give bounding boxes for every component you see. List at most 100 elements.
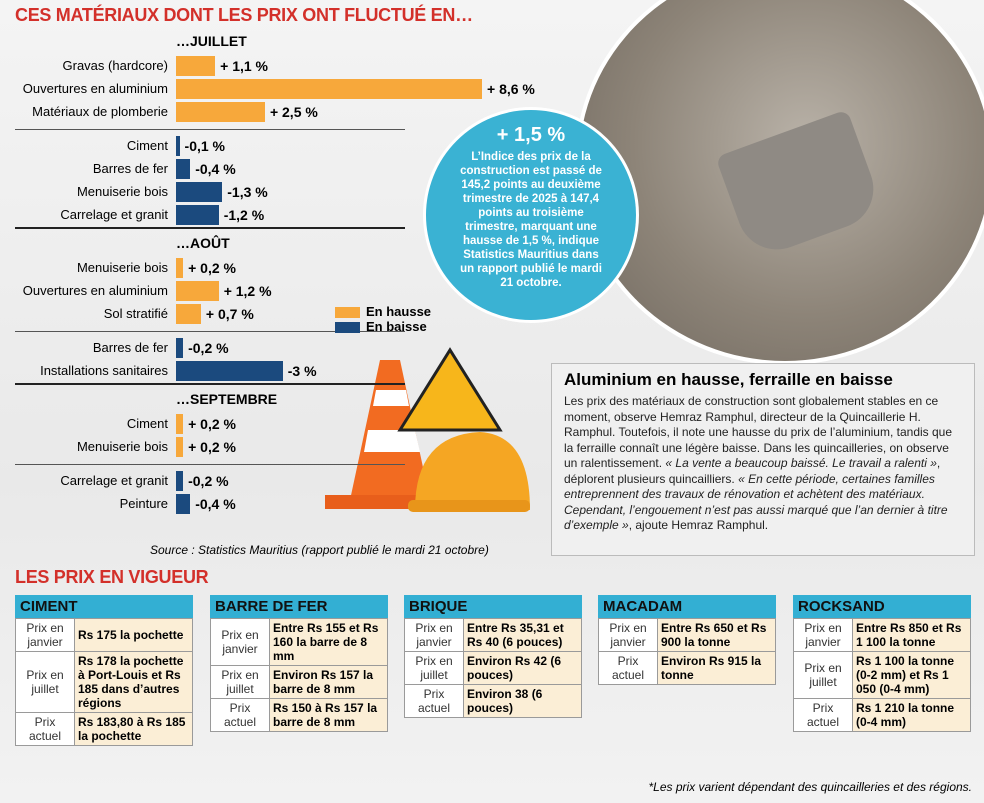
row-label: Prix actuel: [598, 651, 658, 685]
bubble-text: L’Indice des prix de la construction est…: [460, 151, 602, 289]
bar: [176, 304, 201, 324]
row-value: Environ Rs 157 la barre de 8 mm: [269, 665, 388, 699]
separator: [15, 129, 405, 130]
category-label: Ouvertures en aluminium: [22, 81, 168, 96]
category-label: Sol stratifié: [103, 306, 168, 321]
info-bubble: + 1,5 % L’Indice des prix de la construc…: [423, 107, 639, 323]
row-value: Environ Rs 915 la tonne: [657, 651, 776, 685]
price-table: CIMENT Prix en janvier Rs 175 la pochette P…: [15, 595, 193, 746]
bar: [176, 281, 219, 301]
value-label: + 0,7 %: [205, 306, 254, 322]
row-label: Prix actuel: [15, 712, 75, 746]
category-label: Ciment: [126, 138, 168, 153]
category-label: Peinture: [119, 496, 168, 511]
row: Prix actuel Environ Rs 915 la tonne: [598, 651, 776, 685]
group-title: …JUILLET: [176, 33, 247, 49]
row: Prix actuel Rs 150 à Rs 157 la barre de 8…: [210, 698, 388, 732]
row-label: Prix actuel: [210, 698, 270, 732]
row: Prix en janvier Entre Rs 850 et Rs 1 100 …: [793, 618, 971, 652]
price-table: BRIQUE Prix en janvier Entre Rs 35,31 et R…: [404, 595, 582, 718]
price-table: ROCKSAND Prix en janvier Entre Rs 850 et R…: [793, 595, 971, 732]
article-box: Aluminium en hausse, ferraille en baisse…: [551, 363, 975, 556]
price-table: BARRE DE FER Prix en janvier Entre Rs 155 …: [210, 595, 388, 732]
row: Prix en juillet Rs 1 100 la tonne (0-2 mm…: [793, 651, 971, 699]
category-label: Carrelage et granit: [60, 207, 168, 222]
legend-label: En baisse: [366, 319, 427, 334]
article-body: Les prix des matériaux de construction s…: [564, 394, 962, 534]
row-label: Prix en janvier: [793, 618, 853, 652]
bar: [176, 205, 219, 225]
category-label: Ouvertures en aluminium: [22, 283, 168, 298]
row-label: Prix en juillet: [15, 651, 75, 713]
table-title: MACADAM: [598, 595, 776, 618]
construction-icons: [325, 347, 530, 512]
bar: [176, 414, 184, 434]
value-label: -0,1 %: [184, 138, 226, 154]
row-value: Rs 1 100 la tonne (0-2 mm) et Rs 1 050 (…: [852, 651, 971, 699]
value-label: + 1,1 %: [220, 58, 268, 74]
row: Prix en janvier Entre Rs 650 et Rs 900 la…: [598, 618, 776, 652]
quote: « En cette période, certaines familles e…: [564, 471, 948, 533]
table: Prix en janvier Entre Rs 35,31 et Rs 40 (…: [404, 618, 582, 718]
group-title: …SEPTEMBRE: [176, 391, 278, 407]
value-label: -0,2 %: [188, 340, 229, 356]
category-label: Menuiserie bois: [76, 439, 168, 454]
table: Prix en janvier Entre Rs 650 et Rs 900 la…: [598, 618, 776, 685]
price-table: MACADAM Prix en janvier Entre Rs 650 et Rs…: [598, 595, 776, 685]
category-label: Menuiserie bois: [76, 260, 168, 275]
table-title: ROCKSAND: [793, 595, 971, 618]
bar: [176, 338, 184, 358]
quote: « La vente a beaucoup baissé. Le travail…: [665, 456, 937, 470]
bar: [176, 471, 184, 491]
source: Source : Statistics Mauritius (rapport p…: [150, 543, 489, 557]
row-value: Rs 183,80 à Rs 185 la pochette: [74, 712, 193, 746]
legend-swatch: [335, 322, 360, 333]
bar: [176, 79, 482, 99]
value-label: + 0,2 %: [188, 416, 236, 432]
table-title: BARRE DE FER: [210, 595, 388, 618]
footnote: *Les prix varient dépendant des quincail…: [648, 780, 972, 794]
row-value: Rs 175 la pochette: [74, 618, 193, 652]
value-label: + 1,2 %: [223, 283, 272, 299]
value-label: -1,2 %: [223, 207, 265, 223]
category-label: Barres de fer: [92, 340, 168, 355]
bar: [176, 136, 180, 156]
prices-title: LES PRIX EN VIGUEUR: [15, 567, 209, 587]
group-title: …AOÛT: [176, 235, 230, 251]
row: Prix en juillet Environ Rs 157 la barre d…: [210, 665, 388, 699]
value-label: -3 %: [287, 363, 317, 379]
table-title: CIMENT: [15, 595, 193, 618]
legend-label: En hausse: [366, 304, 432, 319]
text: Les prix des matériaux de construction s…: [564, 394, 953, 470]
bubble-headline: + 1,5 %: [496, 124, 566, 146]
bar: [176, 437, 184, 457]
text: , déplorent plusieurs quincailliers.: [564, 456, 941, 486]
bar: [176, 159, 191, 179]
chart-title: CES MATÉRIAUX DONT LES PRIX ONT FLUCTUÉ …: [15, 5, 473, 25]
row: Prix actuel Rs 1 210 la tonne (0-4 mm): [793, 698, 971, 732]
table-title: BRIQUE: [404, 595, 582, 618]
legend-swatch: [335, 307, 360, 318]
table: Prix en janvier Entre Rs 155 et Rs 160 la…: [210, 618, 388, 732]
row-label: Prix en juillet: [404, 651, 464, 685]
row-value: Rs 1 210 la tonne (0-4 mm): [852, 698, 971, 732]
row-label: Prix en juillet: [210, 665, 270, 699]
value-label: -0,2 %: [188, 473, 229, 489]
text: , ajoute Hemraz Ramphul.: [628, 518, 769, 532]
row-value: Rs 150 à Rs 157 la barre de 8 mm: [269, 698, 388, 732]
row-value: Entre Rs 850 et Rs 1 100 la tonne: [852, 618, 971, 652]
row-label: Prix en janvier: [210, 618, 270, 666]
row: Prix en juillet Environ Rs 42 (6 pouces): [404, 651, 582, 685]
category-label: Gravas (hardcore): [62, 58, 168, 73]
row-value: Environ Rs 42 (6 pouces): [463, 651, 582, 685]
row: Prix en janvier Rs 175 la pochette: [15, 618, 193, 652]
row-label: Prix en janvier: [598, 618, 658, 652]
category-label: Barres de fer: [92, 161, 168, 176]
row: Prix en janvier Entre Rs 155 et Rs 160 la…: [210, 618, 388, 666]
row-value: Environ 38 (6 pouces): [463, 684, 582, 718]
category-label: Installations sanitaires: [40, 363, 168, 378]
row: Prix en janvier Entre Rs 35,31 et Rs 40 (…: [404, 618, 582, 652]
row-label: Prix actuel: [404, 684, 464, 718]
row-value: Entre Rs 155 et Rs 160 la barre de 8 mm: [269, 618, 388, 666]
value-label: + 8,6 %: [487, 81, 535, 97]
